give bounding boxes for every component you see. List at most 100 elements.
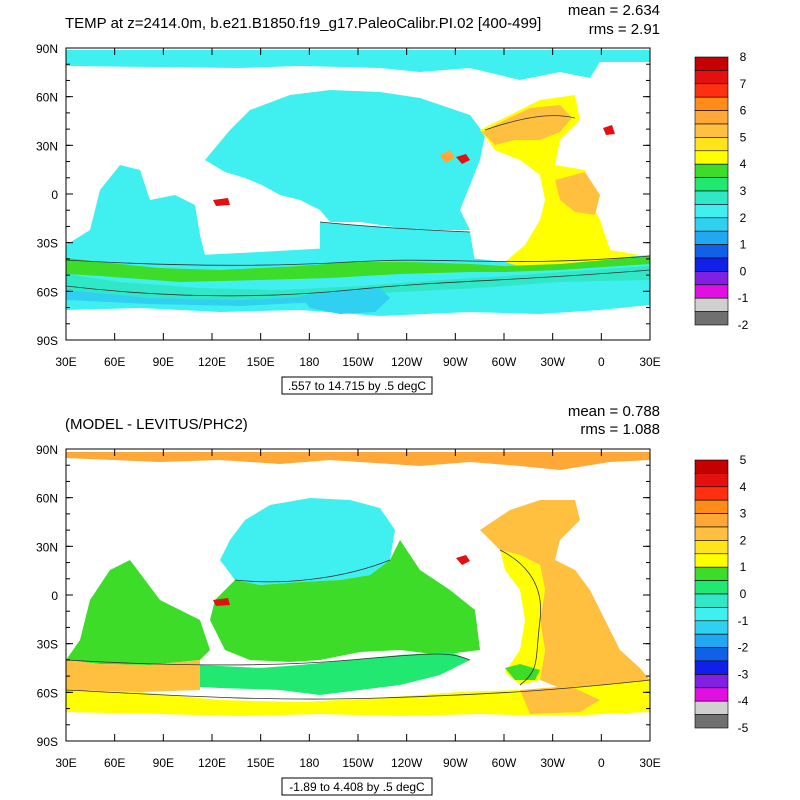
panel-2-lat-labels: 90N 60N 30N 0 30S 60S 90S — [36, 443, 58, 749]
colorbar-swatch — [694, 96, 729, 111]
colorbar-swatch — [694, 311, 729, 326]
colorbar-label: 0 — [740, 264, 747, 278]
colorbar-swatch — [694, 190, 729, 205]
colorbar-label: -2 — [738, 641, 749, 655]
colorbar-swatch — [694, 284, 729, 299]
lon-label: 60E — [104, 756, 125, 770]
lat-label: 30S — [37, 237, 58, 251]
atlantic-orange — [480, 500, 650, 688]
colorbar-swatch — [694, 217, 729, 232]
lon-label: 60W — [492, 756, 517, 770]
lon-label: 90E — [153, 355, 174, 369]
colorbar-label: -1 — [738, 614, 749, 628]
ross-sea-blue — [300, 288, 390, 314]
lon-label: 150W — [342, 756, 374, 770]
med-red — [456, 555, 470, 565]
panel-1-colorbar — [694, 56, 729, 326]
colorbar-swatch — [694, 459, 729, 474]
lat-label: 60S — [37, 285, 58, 299]
southeast-orange — [520, 686, 600, 714]
colorbar-swatch — [694, 257, 729, 272]
contour-line — [65, 255, 651, 266]
contour-line — [319, 221, 471, 233]
contour-line — [65, 269, 651, 297]
lon-label: 150E — [247, 355, 275, 369]
colorbar-swatch — [694, 593, 729, 608]
lon-label: 90W — [443, 756, 468, 770]
colorbar-swatch — [694, 473, 729, 488]
colorbar-label: 0 — [740, 587, 747, 601]
southern-orange — [66, 660, 200, 692]
lat-label: 30N — [36, 139, 58, 153]
colorbar-label: -5 — [738, 721, 749, 735]
ocean-south-pacific — [320, 222, 475, 262]
lat-label: 0 — [51, 188, 58, 202]
colorbar-swatch — [694, 150, 729, 165]
colorbar-label: 2 — [740, 211, 747, 225]
indonesia-red — [213, 198, 230, 206]
panel-1-mean: mean = 2.634 — [568, 2, 660, 19]
colorbar-swatch — [694, 540, 729, 555]
colorbar-label: -1 — [738, 291, 749, 305]
colorbar-swatch — [694, 163, 729, 178]
colorbar-label: -4 — [738, 694, 749, 708]
colorbar-swatch — [694, 553, 729, 568]
southern-green-band — [66, 256, 650, 282]
lat-label: 90N — [36, 42, 58, 56]
panel-2-range-box — [281, 777, 433, 796]
colorbar-swatch — [694, 83, 729, 98]
panel-2-ticks — [65, 448, 651, 742]
colorbar-swatch — [694, 244, 729, 259]
contour-line — [234, 559, 391, 583]
lat-label: 90S — [37, 735, 58, 749]
colorbar-swatch — [694, 526, 729, 541]
colorbar-swatch — [694, 687, 729, 702]
panel-2-colorbar — [694, 459, 729, 729]
lon-label: 120E — [198, 355, 226, 369]
southern-yellow — [66, 680, 650, 716]
panel-2-map — [65, 452, 651, 716]
colorbar-label: 3 — [740, 507, 747, 521]
colorbar-label: 8 — [740, 50, 747, 64]
panel-1-lon-labels: 30E 60E 90E 120E 150E 180 150W 120W 90W 60W 30W 0 30… — [55, 355, 660, 369]
lon-label: 0 — [598, 756, 605, 770]
panel-1: TEMP at z=2414.0m, b.e21.B1850.f19_g17.P… — [36, 2, 749, 395]
lon-label: 30W — [540, 355, 565, 369]
panel-2-range-label: -1.89 to 4.408 by .5 degC — [289, 780, 425, 794]
colorbar-swatch — [694, 137, 729, 152]
colorbar-swatch — [694, 204, 729, 219]
colorbar-swatch — [694, 647, 729, 662]
colorbar-label: 4 — [740, 480, 747, 494]
colorbar-swatch — [694, 486, 729, 501]
colorbar-swatch — [694, 177, 729, 192]
lat-label: 90N — [36, 443, 58, 457]
atlantic-drake-green — [505, 664, 540, 680]
lon-label: 30E — [639, 355, 660, 369]
colorbar-swatch — [694, 230, 729, 245]
lon-label: 180 — [299, 355, 319, 369]
panel-2-colorbar-labels: 5 4 3 2 1 0 -1 -2 -3 -4 -5 — [738, 453, 749, 735]
lat-label: 60N — [36, 91, 58, 105]
colorbar-swatch — [694, 271, 729, 286]
contour-line — [65, 653, 471, 666]
colorbar-label: 4 — [740, 157, 747, 171]
panel-1-colorbar-labels: 8 7 6 5 4 3 2 1 0 -1 -2 — [738, 50, 749, 332]
mediterranean-red — [456, 154, 470, 164]
atlantic-yellow — [500, 550, 545, 685]
panel-1-ticks — [65, 47, 651, 341]
colorbar-swatch — [694, 607, 729, 622]
colorbar-swatch — [694, 513, 729, 528]
colorbar-label: -3 — [738, 667, 749, 681]
contour-line — [484, 115, 576, 131]
red-sea-red — [603, 125, 615, 135]
lon-label: 150E — [247, 756, 275, 770]
colorbar-swatch — [694, 110, 729, 125]
ocean-arctic — [66, 50, 650, 80]
atlantic-orange-north — [482, 105, 572, 145]
arctic-orange — [66, 452, 650, 470]
panel-1-map — [65, 50, 651, 316]
colorbar-label: 3 — [740, 184, 747, 198]
colorbar-swatch — [694, 297, 729, 312]
lon-label: 120W — [391, 355, 423, 369]
lon-label: 60E — [104, 355, 125, 369]
